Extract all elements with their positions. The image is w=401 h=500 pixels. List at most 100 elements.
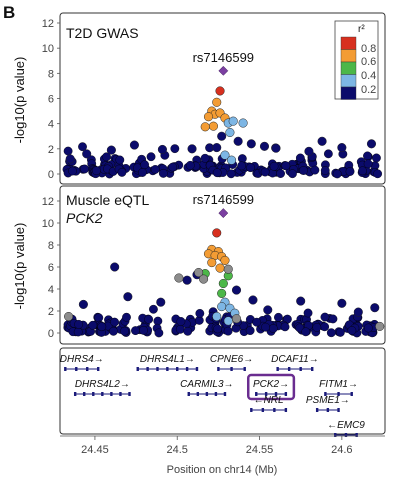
gene-exon <box>217 367 220 371</box>
snp-point <box>375 321 385 331</box>
background-snp <box>150 165 160 174</box>
gene-exon <box>264 392 268 396</box>
legend-swatch <box>340 61 357 75</box>
snp-point <box>263 305 273 315</box>
snp-point <box>217 131 227 141</box>
y-tick-label: 12 <box>42 18 54 30</box>
gene-exon <box>284 408 288 412</box>
snp-point <box>271 143 281 153</box>
gene-exon <box>86 367 89 371</box>
background-snp <box>320 166 330 175</box>
y-tick-label: 4 <box>48 119 54 131</box>
y-tick-label: 4 <box>48 284 54 296</box>
gene-label-cpne6: CPNE6→ <box>210 354 253 365</box>
gene-exon <box>350 392 353 396</box>
snp-point <box>238 118 248 128</box>
background-snp <box>363 159 373 169</box>
snp-point <box>337 143 347 153</box>
background-snp <box>117 167 127 177</box>
snp-point <box>370 303 380 313</box>
y-tick-label: 10 <box>42 218 54 230</box>
background-snp <box>363 151 372 161</box>
background-snp <box>74 319 84 329</box>
x-axis: 24.45 24.5 24.55 24.6 Position on chr14 (Mb… <box>60 435 385 476</box>
legend-title: r² <box>358 24 365 35</box>
eqtl-panel: 0 2 4 6 8 10 12 Muscle eQTL PCK2 rs7146599 <box>42 185 386 345</box>
snp-point <box>212 311 222 322</box>
gene-exon <box>136 367 139 371</box>
background-snp <box>131 326 140 336</box>
background-snp <box>288 169 297 179</box>
eqtl-points <box>64 208 385 331</box>
snp-point <box>231 314 242 324</box>
legend-tick-0: 0.8 <box>361 43 376 55</box>
x-axis-label: Position on chr14 (Mb) <box>167 464 278 476</box>
background-snp <box>299 166 308 175</box>
panel-label: B <box>3 3 15 22</box>
background-snp <box>185 160 195 170</box>
snp-point <box>123 292 133 302</box>
gene-exon <box>187 392 190 396</box>
background-snp <box>246 163 255 173</box>
x-tick-label: 24.6 <box>331 444 352 456</box>
gene-exon <box>166 367 169 371</box>
snp-point <box>208 121 218 131</box>
snp-point <box>223 264 233 274</box>
background-snp <box>268 324 278 333</box>
eqtl-y-ticks: 0 2 4 6 8 10 12 <box>42 196 60 340</box>
gene-exon <box>101 392 104 396</box>
snp-point <box>218 278 228 289</box>
gene-exon <box>110 392 113 396</box>
snp-point <box>82 149 92 159</box>
legend-swatch <box>340 49 357 63</box>
gene-label-fitm1: FITM1→ <box>319 379 358 390</box>
eqtl-title: Muscle eQTL <box>66 192 149 208</box>
background-snp <box>88 320 98 330</box>
background-snp <box>332 169 342 179</box>
snp-point <box>65 154 75 164</box>
background-snp <box>373 169 383 179</box>
legend-swatch <box>340 86 357 100</box>
snp-point <box>187 144 197 154</box>
background-snp <box>109 326 118 336</box>
gene-exon <box>334 433 337 437</box>
snp-point <box>212 97 222 107</box>
snp-point <box>212 143 222 153</box>
snp-point <box>203 112 214 122</box>
background-snp <box>138 168 147 177</box>
snp-point <box>157 144 167 155</box>
gene-exon <box>195 367 199 371</box>
background-snp <box>363 323 373 333</box>
gene-label-dhrs4l1: DHRS4L1→ <box>140 354 195 365</box>
background-snp <box>73 327 83 337</box>
background-snp <box>280 322 290 332</box>
background-snp <box>80 164 90 174</box>
gene-exon <box>255 392 258 396</box>
background-snp <box>295 153 305 163</box>
gene-exon <box>83 392 86 396</box>
background-snp <box>335 328 345 337</box>
gene-exon <box>273 408 276 412</box>
eqtl-y-label: -log10(p value) <box>12 223 27 310</box>
background-snp <box>345 167 355 176</box>
gwas-points <box>65 65 377 165</box>
gene-exon <box>337 392 340 396</box>
snp-point <box>223 316 233 326</box>
gene-exon <box>230 367 233 371</box>
legend-swatch <box>340 74 357 88</box>
gene-label-emc9: ←EMC9 <box>327 420 365 431</box>
gene-exon <box>176 367 179 371</box>
background-snp <box>102 152 111 162</box>
background-snp <box>63 146 73 156</box>
y-tick-label: 2 <box>48 144 54 156</box>
gene-exon <box>274 392 278 396</box>
background-snp <box>310 165 320 175</box>
y-tick-label: 0 <box>48 169 54 181</box>
snp-point <box>337 298 347 308</box>
gene-exon <box>185 367 189 371</box>
gene-label-nrl: ←NRL <box>254 395 284 406</box>
legend-swatch <box>340 36 357 50</box>
gene-exon <box>299 367 302 371</box>
background-snp <box>92 166 101 176</box>
gwas-y-label: -log10(p value) <box>12 57 27 144</box>
